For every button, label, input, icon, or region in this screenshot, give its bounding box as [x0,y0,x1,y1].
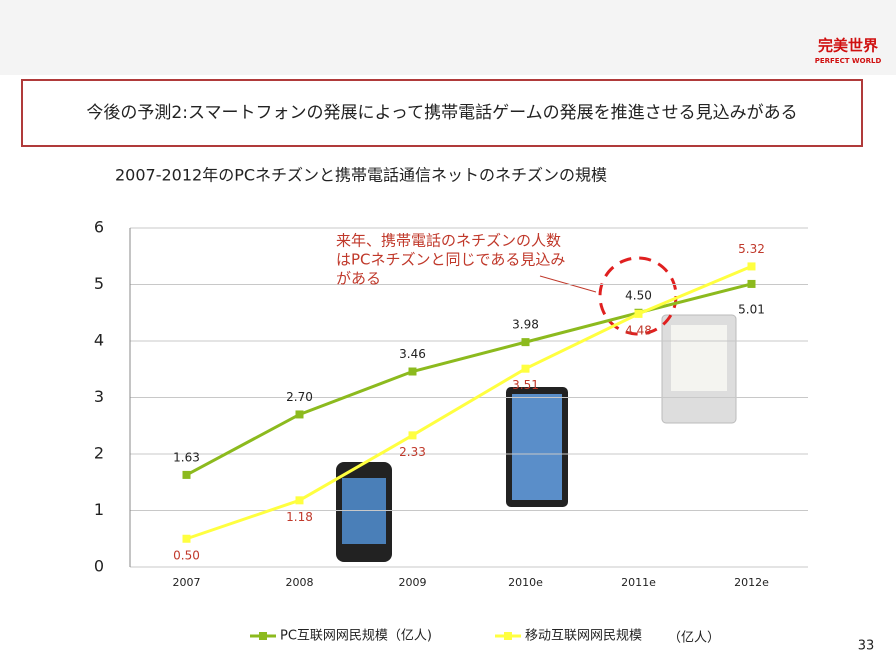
data-label: 3.51 [512,378,539,392]
data-point [747,262,756,271]
y-tick-label: 6 [94,218,104,237]
reader-screen [671,325,727,391]
legend-marker [504,632,512,640]
data-point [182,534,191,543]
data-point [408,367,417,376]
data-label: 4.48 [625,323,652,337]
legend-marker [259,632,267,640]
data-label: 2.33 [399,445,426,459]
data-point [295,410,304,419]
legend-unit: （亿人） [668,631,720,646]
data-point [747,279,756,288]
series-line [185,282,752,477]
x-tick-label: 2010e [508,576,543,589]
data-label: 3.98 [512,318,539,332]
header-band [0,0,896,75]
page-number: 33 [858,639,875,654]
y-tick-label: 4 [94,331,104,350]
y-tick-label: 3 [94,387,104,406]
y-tick-label: 5 [94,274,104,293]
x-tick-label: 2008 [286,576,314,589]
legend-label: PC互联网网民规模（亿人) [280,629,432,644]
data-label: 1.63 [173,450,200,464]
x-tick-label: 2012e [734,576,769,589]
tablet-screen [512,394,562,500]
data-point [634,309,643,318]
annotation: はPCネチズンと同じである見込み [336,251,565,269]
title-box [21,79,863,147]
slide-title: 今後の予測2:スマートフォンの発展によって携帯電話ゲームの発展を推進させる見込み… [86,103,797,123]
annotation: 来年、携帯電話のネチズンの人数 [336,232,561,250]
legend-label: 移动互联网网民规模 [525,629,642,644]
data-point [182,470,191,479]
chart-title: 2007-2012年のPCネチズンと携帯電話通信ネットのネチズンの規模 [115,166,607,185]
data-point [521,338,530,347]
x-tick-label: 2011e [621,576,656,589]
y-tick-label: 1 [94,500,104,519]
data-point [408,431,417,440]
y-tick-label: 0 [94,557,104,576]
x-tick-label: 2007 [173,576,201,589]
data-label: 2.70 [286,390,313,404]
annotation: がある [336,270,381,288]
data-point [295,496,304,505]
data-label: 4.50 [625,288,652,302]
data-label: 5.01 [738,302,765,316]
highlight-circle [598,256,678,336]
data-label: 0.50 [173,548,200,562]
data-point [521,364,530,373]
logo-name: 完美世界 [818,37,878,55]
device-images [336,314,737,562]
y-tick-label: 2 [94,444,104,463]
x-tick-label: 2009 [399,576,427,589]
data-label: 3.46 [399,347,426,361]
logo-subtitle: PERFECT WORLD [815,57,882,65]
data-label: 1.18 [286,510,313,524]
series-line [186,265,753,541]
data-label: 5.32 [738,242,765,256]
